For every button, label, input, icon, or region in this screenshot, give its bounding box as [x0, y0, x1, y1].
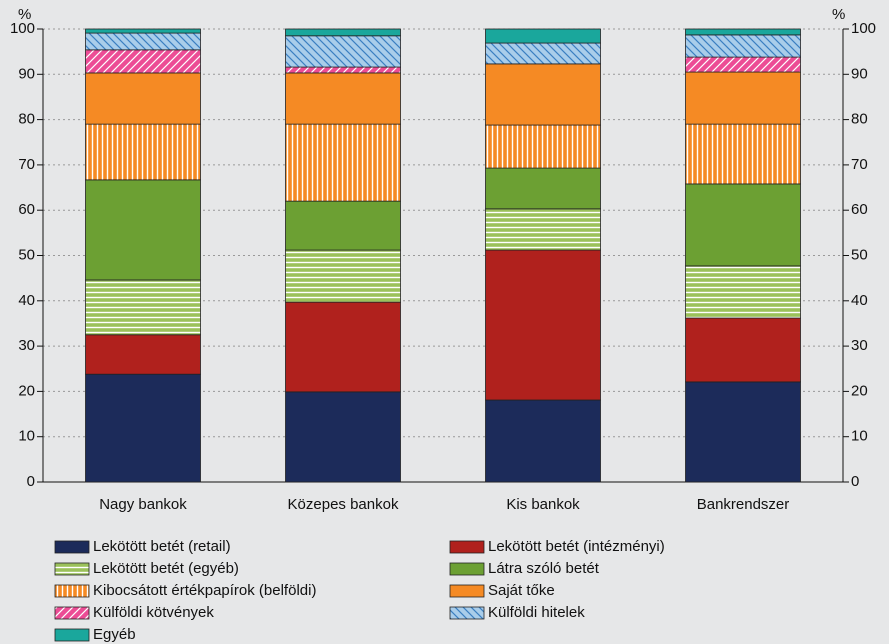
- bar-segment: [85, 123, 201, 181]
- bar-segment: [85, 334, 201, 375]
- y2-tick-label: 20: [851, 382, 868, 399]
- bar-segment: [685, 71, 801, 125]
- legend-label: Külföldi kötvények: [93, 604, 214, 621]
- x-tick-label: Bankrendszer: [697, 496, 790, 513]
- y-tick-label: 70: [18, 156, 35, 173]
- y2-tick-label: 80: [851, 111, 868, 128]
- bar-segment: [485, 124, 601, 169]
- y-tick-label: 100: [10, 20, 35, 37]
- legend-label: Saját tőke: [488, 582, 555, 599]
- bar-segment: [85, 32, 201, 51]
- bar-segment: [85, 28, 201, 34]
- legend-swatch: [54, 606, 90, 620]
- bar-segment: [285, 123, 401, 202]
- bar-segment: [685, 34, 801, 58]
- bar-segment: [685, 28, 801, 36]
- bar-segment: [285, 301, 401, 393]
- legend-label: Kibocsátott értékpapírok (belföldi): [93, 582, 316, 599]
- bar-segment: [485, 399, 601, 483]
- y-tick-label: 20: [18, 382, 35, 399]
- legend-label: Külföldi hitelek: [488, 604, 585, 621]
- legend-swatch: [54, 584, 90, 598]
- y-tick-label: 0: [27, 473, 35, 490]
- bar-segment: [85, 179, 201, 281]
- y2-tick-label: 10: [851, 428, 868, 445]
- y-tick-label: 60: [18, 201, 35, 218]
- bar-segment: [85, 49, 201, 74]
- x-tick-label: Nagy bankok: [99, 496, 187, 513]
- bar-segment: [485, 63, 601, 126]
- bar-segment: [85, 373, 201, 483]
- y-tick-label: 30: [18, 337, 35, 354]
- bar-segment: [685, 123, 801, 185]
- y2-tick-label: 40: [851, 292, 868, 309]
- bar-segment: [485, 208, 601, 251]
- bar-segment: [685, 317, 801, 383]
- y-tick-label: 90: [18, 65, 35, 82]
- x-tick-label: Közepes bankok: [288, 496, 399, 513]
- x-tick-label: Kis bankok: [506, 496, 580, 513]
- bar-segment: [485, 28, 601, 44]
- y2-tick-label: 0: [851, 473, 859, 490]
- bar-segment: [285, 249, 401, 303]
- bar-segment: [285, 200, 401, 251]
- y2-axis-label: %: [832, 6, 845, 23]
- y-axis-label: %: [18, 6, 31, 23]
- y2-tick-label: 50: [851, 246, 868, 263]
- legend-swatch: [449, 562, 485, 576]
- y-tick-label: 10: [18, 428, 35, 445]
- legend-swatch: [449, 606, 485, 620]
- bar-segment: [85, 72, 201, 125]
- y-tick-label: 80: [18, 111, 35, 128]
- legend-label: Lekötött betét (intézményi): [488, 538, 665, 555]
- bar-segment: [485, 167, 601, 210]
- bar-segment: [85, 279, 201, 336]
- legend-swatch: [449, 584, 485, 598]
- y2-tick-label: 70: [851, 156, 868, 173]
- legend-swatch: [54, 540, 90, 554]
- bar-segment: [285, 391, 401, 483]
- legend-swatch: [449, 540, 485, 554]
- bar-segment: [285, 72, 401, 125]
- bar-segment: [485, 249, 601, 401]
- bar-segment: [685, 265, 801, 319]
- legend-swatch: [54, 562, 90, 576]
- bar-segment: [685, 381, 801, 483]
- bar-segment: [285, 66, 401, 74]
- y2-tick-label: 30: [851, 337, 868, 354]
- bar-segment: [285, 28, 401, 37]
- y-tick-label: 50: [18, 246, 35, 263]
- bar-segment: [285, 35, 401, 68]
- legend-label: Lekötött betét (egyéb): [93, 560, 239, 577]
- bar-segment: [485, 42, 601, 65]
- legend-label: Látra szóló betét: [488, 560, 600, 577]
- bar-segment: [685, 183, 801, 267]
- legend-label: Lekötött betét (retail): [93, 538, 231, 555]
- y2-tick-label: 90: [851, 65, 868, 82]
- y2-tick-label: 100: [851, 20, 876, 37]
- legend-swatch: [54, 628, 90, 642]
- bar-segment: [685, 56, 801, 73]
- y-tick-label: 40: [18, 292, 35, 309]
- y2-tick-label: 60: [851, 201, 868, 218]
- legend-label: Egyéb: [93, 626, 136, 643]
